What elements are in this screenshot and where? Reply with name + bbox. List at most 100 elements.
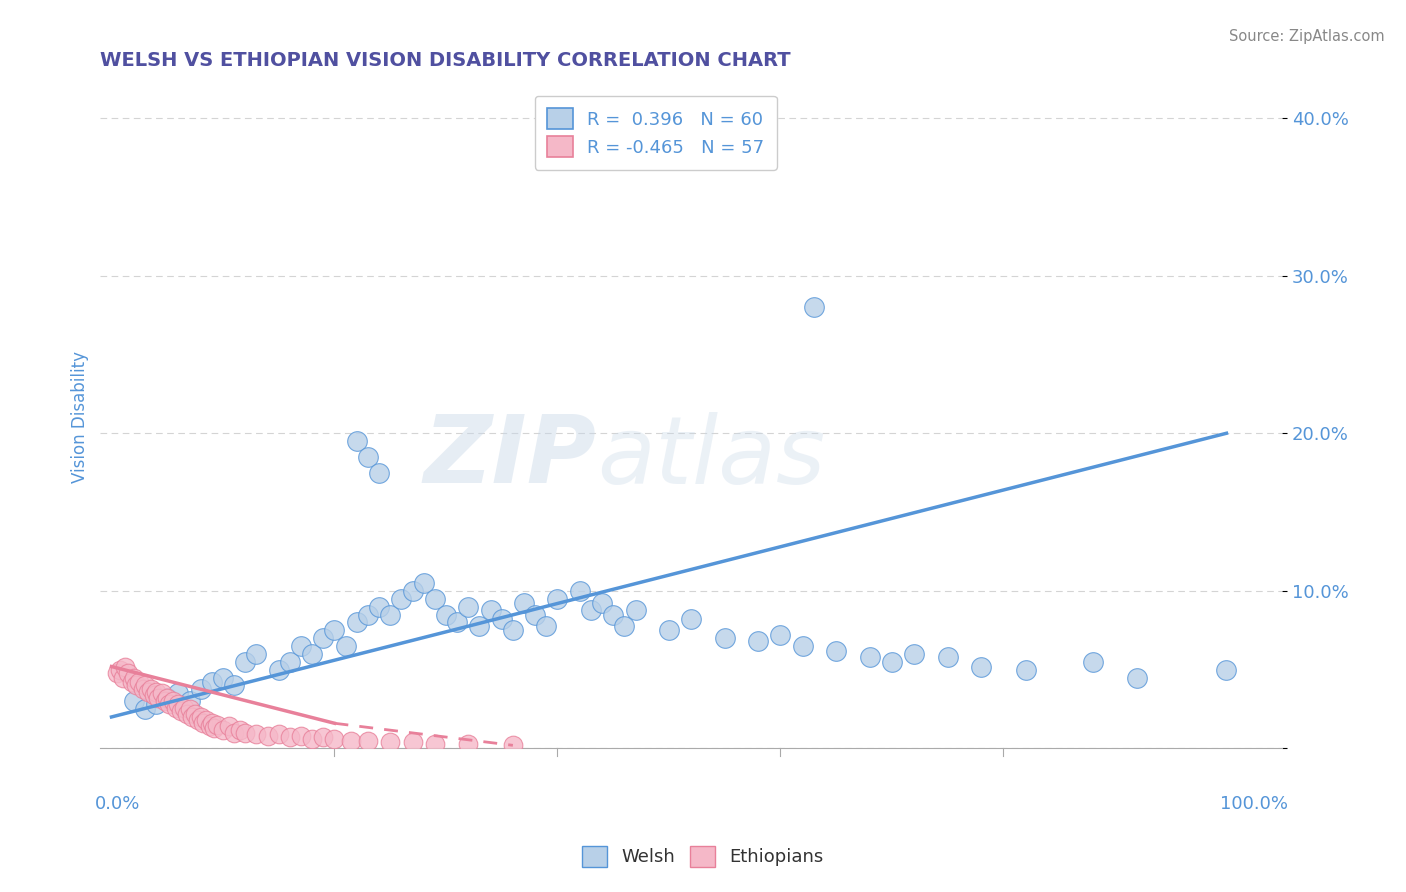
Point — [165, 700, 187, 714]
Point — [201, 716, 224, 731]
Point — [134, 678, 156, 692]
Point — [769, 628, 792, 642]
Point — [513, 597, 536, 611]
Point — [245, 727, 267, 741]
Point — [145, 684, 167, 698]
Text: ZIP: ZIP — [423, 411, 596, 503]
Point — [180, 710, 202, 724]
Legend: Welsh, Ethiopians: Welsh, Ethiopians — [575, 838, 831, 874]
Point — [401, 583, 423, 598]
Point — [167, 686, 190, 700]
Point — [681, 612, 703, 626]
Point — [434, 607, 457, 622]
Point — [970, 659, 993, 673]
Point — [312, 731, 335, 745]
Point — [312, 631, 335, 645]
Point — [536, 618, 558, 632]
Point — [357, 733, 380, 747]
Point — [792, 639, 814, 653]
Point — [502, 624, 524, 638]
Point — [1081, 655, 1104, 669]
Point — [110, 663, 132, 677]
Point — [468, 618, 491, 632]
Point — [150, 686, 173, 700]
Point — [278, 731, 301, 745]
Point — [579, 603, 602, 617]
Point — [207, 718, 229, 732]
Legend: R =  0.396   N = 60, R = -0.465   N = 57: R = 0.396 N = 60, R = -0.465 N = 57 — [534, 95, 778, 169]
Point — [423, 737, 446, 751]
Point — [159, 698, 181, 712]
Point — [187, 713, 209, 727]
Point — [1126, 671, 1149, 685]
Point — [233, 655, 256, 669]
Point — [148, 691, 170, 706]
Point — [624, 603, 647, 617]
Point — [859, 650, 882, 665]
Point — [380, 607, 402, 622]
Point — [218, 719, 240, 733]
Point — [301, 732, 323, 747]
Point — [128, 675, 150, 690]
Point — [202, 721, 225, 735]
Point — [201, 675, 224, 690]
Point — [212, 671, 235, 685]
Point — [401, 735, 423, 749]
Point — [139, 681, 162, 696]
Point — [446, 615, 468, 630]
Point — [278, 655, 301, 669]
Point — [713, 631, 735, 645]
Point — [117, 665, 139, 680]
Text: WELSH VS ETHIOPIAN VISION DISABILITY CORRELATION CHART: WELSH VS ETHIOPIAN VISION DISABILITY COR… — [100, 51, 792, 70]
Text: 0.0%: 0.0% — [94, 795, 139, 813]
Point — [142, 688, 165, 702]
Point — [228, 723, 250, 737]
Point — [156, 691, 179, 706]
Point — [568, 583, 591, 598]
Point — [1015, 663, 1038, 677]
Point — [591, 597, 613, 611]
Point — [224, 725, 246, 739]
Point — [346, 434, 368, 449]
Point — [340, 733, 363, 747]
Point — [457, 599, 479, 614]
Point — [122, 671, 145, 685]
Point — [491, 612, 513, 626]
Point — [547, 591, 569, 606]
Point — [167, 698, 190, 712]
Point — [212, 723, 235, 737]
Point — [323, 624, 346, 638]
Text: 100.0%: 100.0% — [1220, 795, 1288, 813]
Point — [457, 737, 479, 751]
Point — [335, 639, 357, 653]
Point — [195, 713, 218, 727]
Point — [803, 300, 825, 314]
Point — [524, 607, 547, 622]
Point — [357, 607, 380, 622]
Point — [233, 725, 256, 739]
Point — [198, 719, 221, 733]
Point — [903, 647, 925, 661]
Point — [267, 663, 290, 677]
Point — [936, 650, 959, 665]
Point — [224, 678, 246, 692]
Point — [132, 681, 155, 696]
Point — [323, 732, 346, 747]
Point — [658, 624, 681, 638]
Point — [290, 729, 312, 743]
Point — [184, 706, 207, 721]
Point — [357, 450, 380, 464]
Point — [389, 591, 412, 606]
Point — [125, 678, 148, 692]
Point — [169, 704, 191, 718]
Point — [747, 634, 769, 648]
Point — [245, 647, 267, 661]
Point — [179, 702, 201, 716]
Point — [880, 655, 903, 669]
Text: atlas: atlas — [596, 412, 825, 503]
Point — [423, 591, 446, 606]
Point — [602, 607, 624, 622]
Point — [145, 698, 167, 712]
Point — [134, 702, 156, 716]
Point — [1215, 663, 1237, 677]
